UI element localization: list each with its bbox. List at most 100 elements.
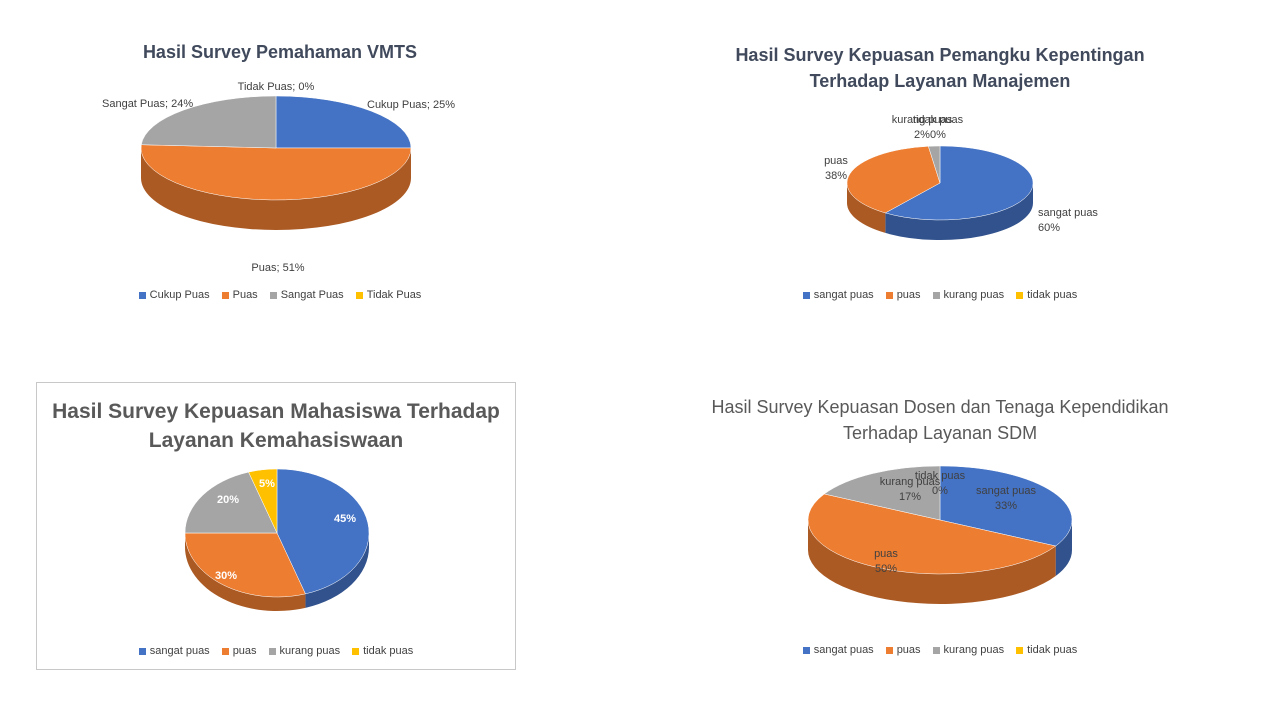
legend-swatch [355, 291, 363, 299]
pie-slice-kurang-puas [184, 471, 278, 534]
data-label: sangat puas 33% [976, 485, 1036, 512]
pie-slice-cukup-puas [275, 95, 412, 149]
legend-label: kurang puas [943, 289, 1005, 301]
legend-item: Puas [221, 289, 258, 301]
pie-slice-side [808, 520, 1056, 604]
pie-sides [141, 148, 411, 230]
legend-item: kurang puas [932, 289, 1005, 301]
pie-slice-puas [184, 532, 306, 598]
pie-chart: sangat puas 60% puas 38% kurang puas 2%tidak … [824, 114, 1098, 240]
chart-panel-vmts: Hasil Survey Pemahaman VMTS Cukup Puas; … [40, 30, 520, 320]
legend-swatch [802, 291, 810, 299]
legend-item: sangat puas [802, 289, 874, 301]
chart-legend: Cukup Puas Puas Sangat Puas Tidak Puas [40, 289, 520, 301]
chart-panel-mahasiswa: Hasil Survey Kepuasan Mahasiswa Terhadap… [36, 382, 516, 670]
legend-label: Tidak Puas [366, 289, 422, 301]
legend-item: puas [885, 644, 921, 656]
pie-slice-side [185, 533, 306, 611]
legend-label: puas [896, 289, 921, 301]
chart-legend: sangat puas puas kurang puas tidak puas [37, 645, 515, 657]
legend-label: puas [896, 644, 921, 656]
legend-item: sangat puas [138, 645, 210, 657]
legend-item: puas [885, 289, 921, 301]
legend-label: sangat puas [149, 645, 210, 657]
legend-swatch [221, 291, 229, 299]
pie-slice-sangat-puas [884, 145, 1034, 221]
legend-label: Sangat Puas [280, 289, 344, 301]
pie-slice-side [847, 183, 886, 233]
chart-panel-sdm: Hasil Survey Kepuasan Dosen dan Tenaga K… [700, 382, 1180, 670]
legend-label: puas [232, 645, 257, 657]
data-label: puas 38% [824, 155, 848, 182]
legend-label: tidak puas [1027, 289, 1078, 301]
pie-chart: Cukup Puas; 25% Puas; 51% Sangat Puas; 24%… [102, 81, 455, 274]
chart-title: Hasil Survey Kepuasan Pemangku Kepenting… [735, 45, 1145, 91]
legend-swatch [138, 647, 146, 655]
pie-slice-puas [846, 146, 941, 214]
legend-swatch [268, 647, 276, 655]
pie-slice-kurang-puas [823, 465, 941, 521]
legend-label: kurang puas [943, 644, 1005, 656]
legend-swatch [269, 291, 277, 299]
legend-swatch [885, 291, 893, 299]
chart-legend: sangat puas puas kurang puas tidak puas [700, 644, 1180, 656]
legend-label: sangat puas [813, 644, 874, 656]
data-label: 5% [259, 478, 275, 490]
legend-swatch [1016, 646, 1024, 654]
legend-swatch [932, 646, 940, 654]
data-label: Sangat Puas; 24% [102, 98, 193, 110]
data-label: kurang puas 2% [892, 114, 953, 141]
legend-item: sangat puas [802, 644, 874, 656]
legend-swatch [885, 646, 893, 654]
pie-sides [808, 520, 1072, 604]
pie-slice-sangat-puas [939, 465, 1073, 547]
chart-legend: sangat puas puas kurang puas tidak puas [700, 289, 1180, 301]
legend-item: Cukup Puas [138, 289, 210, 301]
legend-swatch [221, 647, 229, 655]
pie-sides [847, 183, 1033, 240]
legend-item: Sangat Puas [269, 289, 344, 301]
data-label: kurang puas 17% [880, 476, 941, 503]
pie-slice-side [141, 148, 411, 230]
data-label: 30% [215, 570, 237, 582]
pie-slice-side [1055, 520, 1072, 577]
data-label: Puas; 51% [251, 262, 304, 274]
legend-item: puas [221, 645, 257, 657]
chart-panel-pemangku: Hasil Survey Kepuasan Pemangku Kepenting… [700, 30, 1180, 320]
chart-title: Hasil Survey Pemahaman VMTS [142, 42, 418, 62]
legend-label: Cukup Puas [149, 289, 210, 301]
pie-slice-side [885, 183, 1033, 240]
pie-slice-sangat-puas [276, 468, 370, 595]
data-label: Tidak Puas; 0% [238, 81, 315, 93]
legend-item: tidak puas [352, 645, 413, 657]
data-label: tidak puas 0% [915, 470, 966, 497]
legend-swatch [802, 646, 810, 654]
legend-item: tidak puas [1016, 644, 1077, 656]
legend-swatch [352, 647, 360, 655]
pie-slice-tidak-puas [248, 468, 278, 534]
legend-item: Tidak Puas [355, 289, 422, 301]
legend-label: Puas [232, 289, 258, 301]
pie-slice-sangat-puas [140, 95, 277, 149]
legend-swatch [1016, 291, 1024, 299]
pie-slice-puas [140, 144, 412, 201]
legend-item: kurang puas [932, 644, 1005, 656]
data-label: 45% [334, 513, 356, 525]
data-label: tidak puas 0% [913, 114, 964, 141]
legend-swatch [138, 291, 146, 299]
pie-slice-puas [807, 493, 1057, 575]
chart-title: Hasil Survey Kepuasan Mahasiswa Terhadap… [52, 400, 500, 452]
legend-item: kurang puas [268, 645, 341, 657]
data-label: 20% [217, 494, 239, 506]
pie-slice-kurang-puas [928, 145, 941, 184]
data-label: Cukup Puas; 25% [367, 99, 455, 111]
legend-label: kurang puas [279, 645, 341, 657]
data-label: sangat puas 60% [1038, 207, 1098, 234]
legend-label: tidak puas [1027, 644, 1078, 656]
legend-label: sangat puas [813, 289, 874, 301]
data-label: puas 50% [874, 548, 898, 575]
pie-chart: 45% 30% 20% 5% [184, 468, 370, 611]
pie-chart: sangat puas 33% puas 50% kurang puas 17%tidak… [807, 465, 1073, 604]
legend-item: tidak puas [1016, 289, 1077, 301]
legend-label: tidak puas [363, 645, 414, 657]
